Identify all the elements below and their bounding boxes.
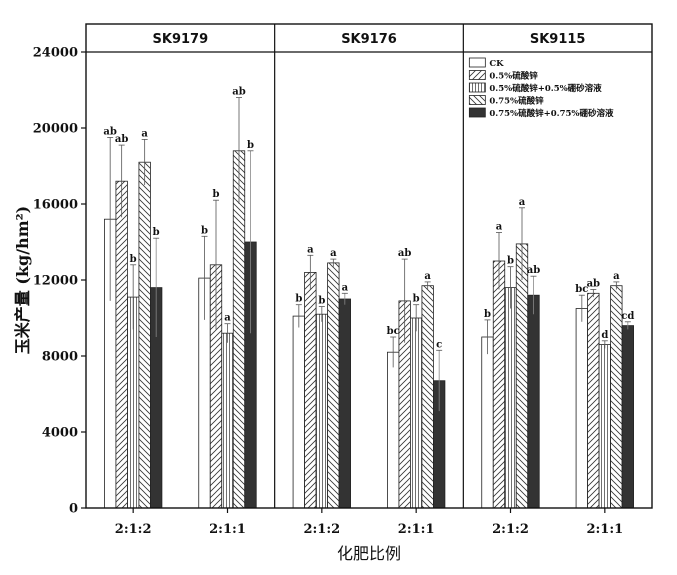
bar xyxy=(338,298,351,509)
bar xyxy=(232,150,246,509)
significance-label: b xyxy=(413,294,420,305)
significance-label: c xyxy=(436,339,442,350)
legend-swatch xyxy=(468,95,486,105)
significance-label: ab xyxy=(103,127,116,138)
significance-label: bc xyxy=(575,284,588,295)
significance-label: d xyxy=(601,330,608,341)
significance-label: a xyxy=(330,248,337,259)
bars-layer xyxy=(104,97,634,509)
y-tick-label: 16000 xyxy=(33,198,78,213)
x-tick-label: 2:1:2 xyxy=(115,522,152,537)
labels-layer: SK9179 SK9176 SK9115 0 4000 8000 12000 16000 200… xyxy=(13,32,634,563)
legend-label: 0.75%硫酸锌 xyxy=(489,96,544,107)
bar xyxy=(387,351,400,509)
x-tick-label: 2:1:1 xyxy=(398,522,435,537)
x-axis-title: 化肥比例 xyxy=(337,544,401,563)
x-tick-label: 2:1:2 xyxy=(492,522,529,537)
significance-label: b xyxy=(213,189,220,200)
significance-label: b xyxy=(153,227,160,238)
legend-label: 0.5%硫酸锌+0.5%硼砂溶液 xyxy=(489,83,602,94)
bar xyxy=(304,271,317,509)
bar xyxy=(138,161,151,509)
legend-label: CK xyxy=(489,59,504,69)
bar xyxy=(504,287,517,509)
significance-label: b xyxy=(295,294,302,305)
legend-swatch xyxy=(468,70,486,80)
x-tick-label: 2:1:2 xyxy=(303,522,340,537)
panel-title: SK9179 xyxy=(153,32,209,47)
panel-title: SK9115 xyxy=(530,32,586,47)
legend-label: 0.5%硫酸锌 xyxy=(489,71,538,82)
legend-swatch xyxy=(468,82,486,93)
y-tick-label: 0 xyxy=(69,502,78,517)
significance-label: ab xyxy=(398,248,411,259)
bar xyxy=(621,325,634,509)
significance-label: ab xyxy=(115,134,128,145)
legend-swatch xyxy=(468,57,486,68)
bar xyxy=(292,315,305,509)
significance-label: a xyxy=(224,313,231,324)
significance-label: ab xyxy=(587,279,600,290)
significance-label: b xyxy=(201,225,208,236)
significance-label: cd xyxy=(621,311,634,322)
y-tick-label: 4000 xyxy=(42,426,78,441)
axes-layer xyxy=(81,23,653,513)
x-tick-label: 2:1:1 xyxy=(586,522,623,537)
panel-title: SK9176 xyxy=(341,32,397,47)
significance-label: ab xyxy=(527,265,540,276)
legend-label: 0.75%硫酸锌+0.75%硼砂溶液 xyxy=(489,108,614,119)
bar xyxy=(327,262,340,509)
significance-label: ab xyxy=(232,87,245,98)
panel-dividers xyxy=(274,24,464,508)
y-tick-label: 12000 xyxy=(33,274,78,289)
bar xyxy=(115,180,128,509)
significance-label: a xyxy=(424,271,431,282)
significance-label: a xyxy=(141,128,148,139)
bar xyxy=(598,344,611,509)
significance-label: a xyxy=(519,197,526,208)
significance-label: a xyxy=(613,271,620,282)
bar xyxy=(587,292,600,509)
significance-label: bc xyxy=(387,326,400,337)
bar xyxy=(221,332,234,509)
significance-label: b xyxy=(247,140,254,151)
bar xyxy=(315,313,328,509)
y-tick-label: 24000 xyxy=(33,46,78,61)
bar xyxy=(421,285,434,509)
bar xyxy=(575,308,588,509)
legend-swatch xyxy=(468,107,486,118)
significance-label: b xyxy=(507,256,514,267)
significance-label: b xyxy=(318,296,325,307)
x-tick-label: 2:1:1 xyxy=(209,522,246,537)
bar xyxy=(492,260,506,509)
significance-label: b xyxy=(130,254,137,265)
significance-label: b xyxy=(484,309,491,320)
bar xyxy=(527,294,540,509)
significance-label: a xyxy=(307,244,314,255)
y-tick-label: 8000 xyxy=(42,350,78,365)
y-tick-label: 20000 xyxy=(33,122,78,137)
plot-frame xyxy=(85,23,653,509)
bar xyxy=(515,243,529,509)
significance-label: a xyxy=(496,222,503,233)
bar xyxy=(410,317,423,509)
significance-label: a xyxy=(342,282,349,293)
y-axis-title: 玉米产量 (kg/hm²) xyxy=(13,206,32,354)
bar xyxy=(481,336,494,509)
